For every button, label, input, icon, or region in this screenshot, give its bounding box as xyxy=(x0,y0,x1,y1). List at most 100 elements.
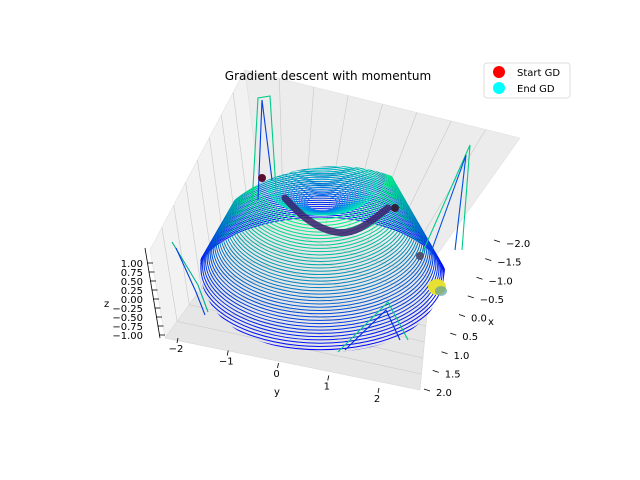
x-axis-ticks: −2.0 −1.5 −1.0 −0.5 0.0 0.5 1.0 1.5 2.0 xyxy=(423,239,530,399)
y-tick-label: 1 xyxy=(324,382,330,393)
wing-left xyxy=(171,241,209,313)
x-tick-mark xyxy=(432,369,439,373)
legend: Start GD End GD xyxy=(483,62,571,99)
z-tick-label: −0.50 xyxy=(112,313,143,324)
x-tick-label: −1.0 xyxy=(489,276,513,287)
x-tick-label: 0.0 xyxy=(471,314,487,325)
x-tick-label: 2.0 xyxy=(436,388,452,399)
gd-path xyxy=(281,194,392,237)
contour-ring xyxy=(212,187,428,308)
peak-back-left-fill xyxy=(257,99,273,201)
contour-ring xyxy=(206,195,434,321)
y-tick-label: −1 xyxy=(219,357,234,368)
bowl-ring xyxy=(306,194,338,212)
contour-ring xyxy=(229,166,411,272)
contour-ring xyxy=(235,166,405,259)
contour-ring xyxy=(205,197,435,325)
y-tick-mark xyxy=(327,375,330,381)
z-tick-label: −0.75 xyxy=(112,322,143,333)
y-axis-label: y xyxy=(274,387,280,398)
grid-line xyxy=(197,159,214,272)
x-tick-mark xyxy=(458,314,466,317)
contour-ring xyxy=(203,199,437,328)
contour-ring xyxy=(220,176,420,292)
x-tick-label: −0.5 xyxy=(480,295,504,306)
legend-label-end: End GD xyxy=(517,84,555,95)
contour-ring xyxy=(236,166,404,256)
contour-ring xyxy=(200,203,440,334)
chart-title: Gradient descent with momentum xyxy=(225,69,431,83)
y-tick-mark xyxy=(176,337,179,344)
z-tick-label: −0.25 xyxy=(112,304,143,315)
z-axis-ticks: 1.000.750.500.250.00−0.25−0.50−0.75−1.00 xyxy=(112,259,165,342)
contour-ring xyxy=(223,172,417,285)
x-tick-mark xyxy=(423,388,431,392)
x-axis-label: x xyxy=(488,317,494,328)
contour-ring xyxy=(215,182,425,302)
contour-ring xyxy=(200,216,446,352)
grid-line xyxy=(225,254,428,311)
wing-bottom xyxy=(337,301,409,353)
contour-ring xyxy=(230,166,410,269)
z-tick-label: 1.00 xyxy=(121,259,143,270)
x-tick-label: 1.0 xyxy=(454,351,470,362)
y-tick-mark xyxy=(226,350,229,356)
y-tick-mark xyxy=(377,387,380,394)
contour-ring xyxy=(221,174,419,289)
legend-box xyxy=(483,62,571,99)
gd-point-end xyxy=(416,252,424,260)
x-tick-label: −2.0 xyxy=(506,239,530,250)
legend-marker-end xyxy=(493,82,505,94)
x-tick-mark xyxy=(493,239,501,243)
wing-left-fill xyxy=(175,247,206,316)
peak-right xyxy=(419,144,471,259)
contour-ring xyxy=(232,166,408,266)
z-tick-label: 0.50 xyxy=(121,277,143,288)
contour-ring xyxy=(200,208,443,341)
contour-ring xyxy=(233,166,407,262)
grid-line xyxy=(346,103,383,234)
contour-ring xyxy=(208,193,432,318)
x-tick-label: 1.5 xyxy=(445,369,461,380)
contour-ring xyxy=(242,166,398,243)
grid-line xyxy=(185,182,202,289)
x-tick-mark xyxy=(485,258,492,262)
grid-line xyxy=(173,204,190,305)
x-tick-mark xyxy=(450,332,457,336)
x-tick-mark xyxy=(467,295,474,299)
x-tick-mark xyxy=(441,351,448,355)
contour-ring xyxy=(209,191,431,315)
y-axis-ticks: −2 −1 0 1 2 xyxy=(169,337,380,405)
peak-back-left xyxy=(251,95,277,206)
contour-ring xyxy=(241,166,399,246)
gd-point-start xyxy=(258,174,266,182)
y-tick-mark xyxy=(277,362,279,369)
grid-line xyxy=(161,227,178,322)
gd-point xyxy=(391,204,399,212)
y-tick-label: 2 xyxy=(374,394,380,405)
x-tick-label: −1.5 xyxy=(497,258,521,269)
grid-line xyxy=(177,321,422,375)
z-tick-label: 0.25 xyxy=(121,286,143,297)
contour-ring xyxy=(202,201,438,331)
contour-ring xyxy=(238,166,402,253)
grid-line xyxy=(279,78,284,213)
z-tick-label: −1.00 xyxy=(112,331,143,342)
y-tick-label: −2 xyxy=(169,344,184,355)
z-tick-label: 0.75 xyxy=(121,268,143,279)
z-axis-label: z xyxy=(104,299,109,310)
y-tick-label: 0 xyxy=(273,369,279,380)
z-tick-label: 0.00 xyxy=(121,295,143,306)
contour-ring xyxy=(239,166,401,249)
x-tick-mark xyxy=(476,276,483,280)
gd-trajectory xyxy=(258,174,447,296)
contour-ring xyxy=(200,206,441,338)
x-tick-label: 0.5 xyxy=(462,332,478,343)
minimum-blob-shade xyxy=(435,286,447,296)
wing-bottom-fill xyxy=(344,309,401,351)
legend-label-start: Start GD xyxy=(517,68,560,79)
surface-edges xyxy=(171,95,471,353)
peak-right-fill xyxy=(429,154,467,256)
legend-marker-start xyxy=(493,66,505,78)
